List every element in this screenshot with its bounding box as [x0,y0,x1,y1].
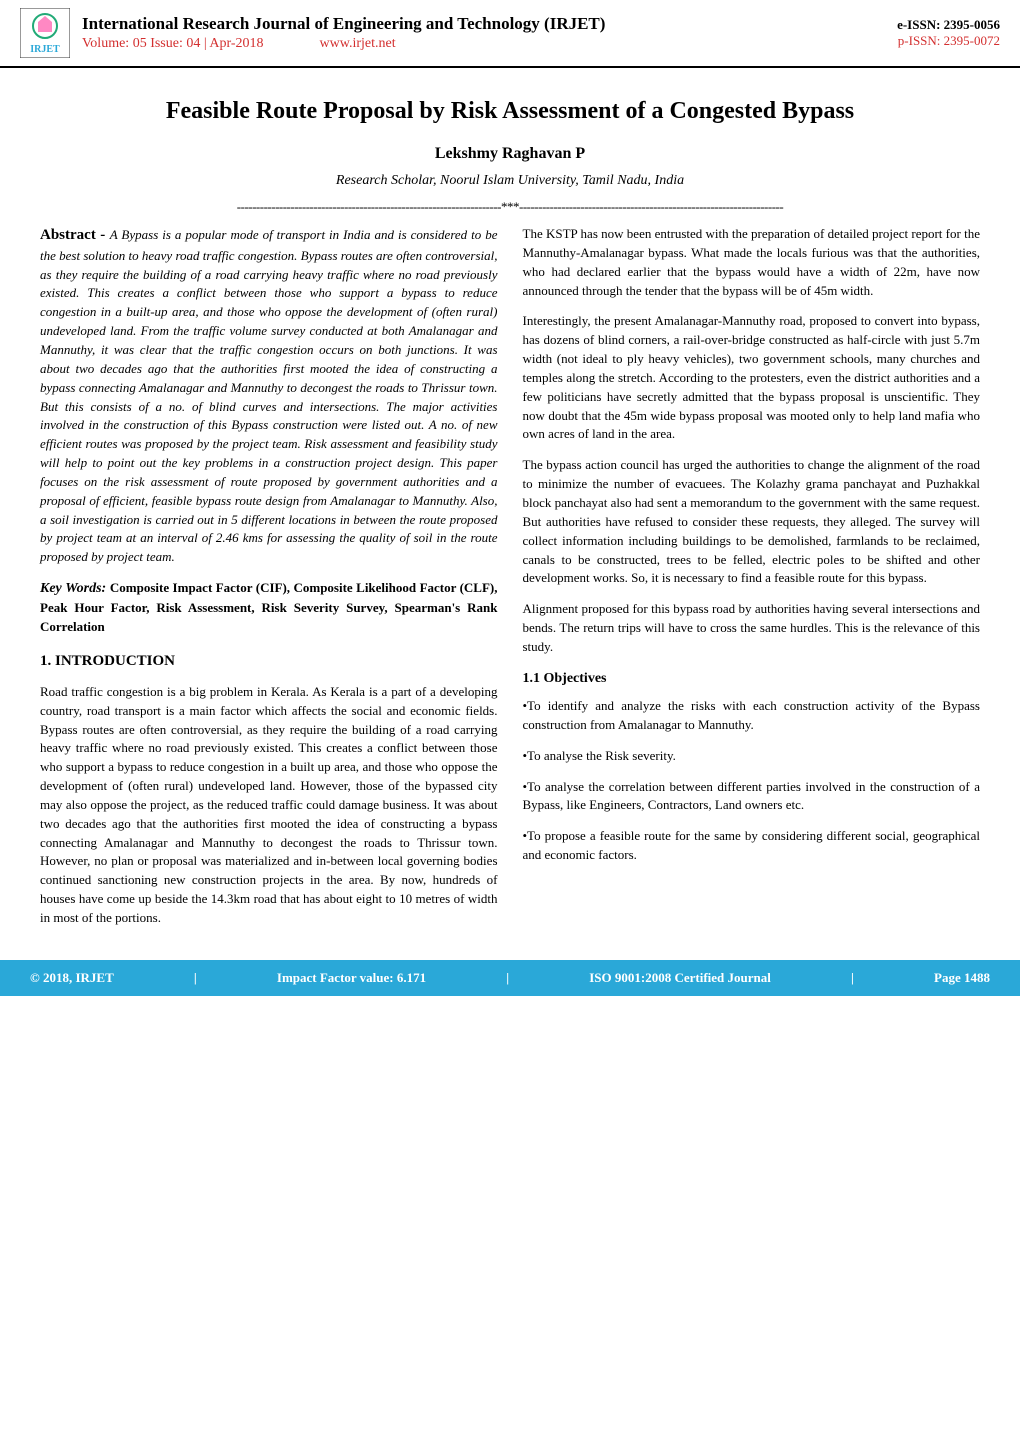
objective-2: •To analyse the Risk severity. [523,747,981,766]
left-column: Abstract - A Bypass is a popular mode of… [40,225,498,940]
content-columns: Abstract - A Bypass is a popular mode of… [0,215,1020,960]
keywords-label: Key Words: [40,581,110,596]
svg-text:IRJET: IRJET [30,44,60,55]
footer-bar: © 2018, IRJET | Impact Factor value: 6.1… [0,960,1020,996]
footer-cert: ISO 9001:2008 Certified Journal [589,970,771,986]
abstract-text: A Bypass is a popular mode of transport … [40,227,498,564]
objectives-heading: 1.1 Objectives [523,669,981,689]
footer-copyright: © 2018, IRJET [30,970,114,986]
objective-3: •To analyse the correlation between diff… [523,778,981,816]
section-separator: ----------------------------------------… [40,199,980,215]
journal-logo: IRJET [20,8,70,58]
footer-divider-2: | [506,970,509,986]
journal-subtitle: Volume: 05 Issue: 04 | Apr-2018 www.irje… [82,36,897,52]
journal-title: International Research Journal of Engine… [82,14,897,34]
footer-divider-1: | [194,970,197,986]
col2-paragraph-1: The KSTP has now been entrusted with the… [523,225,981,300]
col2-paragraph-3: The bypass action council has urged the … [523,456,981,588]
right-column: The KSTP has now been entrusted with the… [523,225,981,940]
intro-paragraph-1: Road traffic congestion is a big problem… [40,683,498,928]
volume-issue: Volume: 05 Issue: 04 | Apr-2018 [82,36,264,51]
objective-1: •To identify and analyze the risks with … [523,697,981,735]
objective-4: •To propose a feasible route for the sam… [523,827,981,865]
journal-header: IRJET International Research Journal of … [0,0,1020,68]
website: www.irjet.net [320,36,396,51]
col2-paragraph-4: Alignment proposed for this bypass road … [523,600,981,657]
footer-impact: Impact Factor value: 6.171 [277,970,426,986]
footer-page: Page 1488 [934,970,990,986]
footer-divider-3: | [851,970,854,986]
col2-paragraph-2: Interestingly, the present Amalanagar-Ma… [523,312,981,444]
e-issn: e-ISSN: 2395-0056 [897,17,1000,33]
p-issn: p-ISSN: 2395-0072 [897,33,1000,49]
abstract-block: Abstract - A Bypass is a popular mode of… [40,225,498,567]
paper-title: Feasible Route Proposal by Risk Assessme… [40,98,980,125]
intro-heading: 1. INTRODUCTION [40,651,498,673]
keywords-block: Key Words: Composite Impact Factor (CIF)… [40,579,498,637]
abstract-label: Abstract - [40,227,110,243]
author-name: Lekshmy Raghavan P [0,145,1020,163]
header-text-block: International Research Journal of Engine… [82,14,897,52]
author-affiliation: Research Scholar, Noorul Islam Universit… [0,173,1020,189]
issn-block: e-ISSN: 2395-0056 p-ISSN: 2395-0072 [897,17,1000,49]
